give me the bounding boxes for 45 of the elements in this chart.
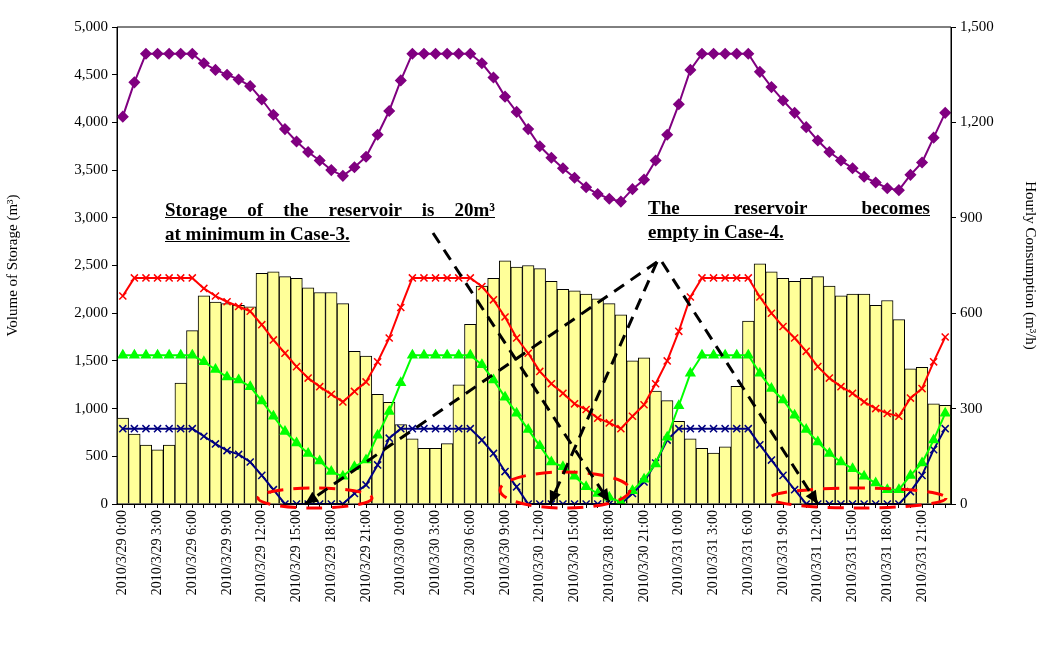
x-tick-label: 2010/3/29 12:00 [253, 510, 269, 603]
x-tick-label: 2010/3/29 3:00 [149, 510, 165, 596]
y-tick-label: 4,500 [74, 65, 108, 82]
annotation: The reservoir becomes empty in Case-4. [648, 196, 930, 244]
y-tick-label: 500 [85, 447, 108, 464]
x-tick-label: 2010/3/30 15:00 [566, 510, 582, 603]
x-tick-label: 2010/3/29 15:00 [288, 510, 304, 603]
x-tick-label: 2010/3/30 18:00 [600, 510, 616, 603]
x-tick-label: 2010/3/30 9:00 [496, 510, 512, 596]
x-tick-label: 2010/3/31 15:00 [844, 510, 860, 603]
y2-tick-label: 0 [960, 494, 968, 511]
x-tick-label: 2010/3/31 3:00 [705, 510, 721, 596]
y2-tick-label: 1,200 [960, 113, 994, 130]
x-tick-label: 2010/3/31 9:00 [774, 510, 790, 596]
x-tick-label: 2010/3/30 21:00 [635, 510, 651, 603]
y-tick-label: 5,000 [74, 17, 108, 34]
y-tick-label: 1,000 [74, 399, 108, 416]
x-tick-label: 2010/3/30 0:00 [392, 510, 408, 596]
y-tick-label: 1,500 [74, 351, 108, 368]
y2-tick-label: 600 [960, 304, 983, 321]
y2-tick-label: 300 [960, 399, 983, 416]
y-tick-label: 4,000 [74, 113, 108, 130]
y-tick-label: 3,500 [74, 161, 108, 178]
x-tick-label: 2010/3/31 12:00 [809, 510, 825, 603]
x-tick-label: 2010/3/29 21:00 [357, 510, 373, 603]
x-tick-label: 2010/3/29 0:00 [114, 510, 130, 596]
x-tick-label: 2010/3/30 6:00 [461, 510, 477, 596]
annotation: Storage of the reservoir is 20m³ at minimum in Case-3. [165, 198, 495, 246]
y2-tick-label: 900 [960, 208, 983, 225]
y-tick-label: 2,000 [74, 304, 108, 321]
x-tick-label: 2010/3/31 0:00 [670, 510, 686, 596]
x-tick-label: 2010/3/30 3:00 [427, 510, 443, 596]
y2-axis-title: Hourly Consumption (m³/h) [1022, 181, 1040, 350]
y-tick-label: 2,500 [74, 256, 108, 273]
y2-tick-label: 1,500 [960, 17, 994, 34]
y-tick-label: 0 [100, 494, 108, 511]
x-tick-label: 2010/3/31 18:00 [878, 510, 894, 603]
y-tick-label: 3,000 [74, 208, 108, 225]
x-tick-label: 2010/3/31 6:00 [739, 510, 755, 596]
x-tick-label: 2010/3/30 12:00 [531, 510, 547, 603]
y-axis-title: Volume of Storage (m³) [3, 194, 21, 337]
x-tick-label: 2010/3/31 21:00 [913, 510, 929, 603]
x-tick-label: 2010/3/29 9:00 [218, 510, 234, 596]
x-tick-label: 2010/3/29 6:00 [183, 510, 199, 596]
x-tick-label: 2010/3/29 18:00 [322, 510, 338, 603]
